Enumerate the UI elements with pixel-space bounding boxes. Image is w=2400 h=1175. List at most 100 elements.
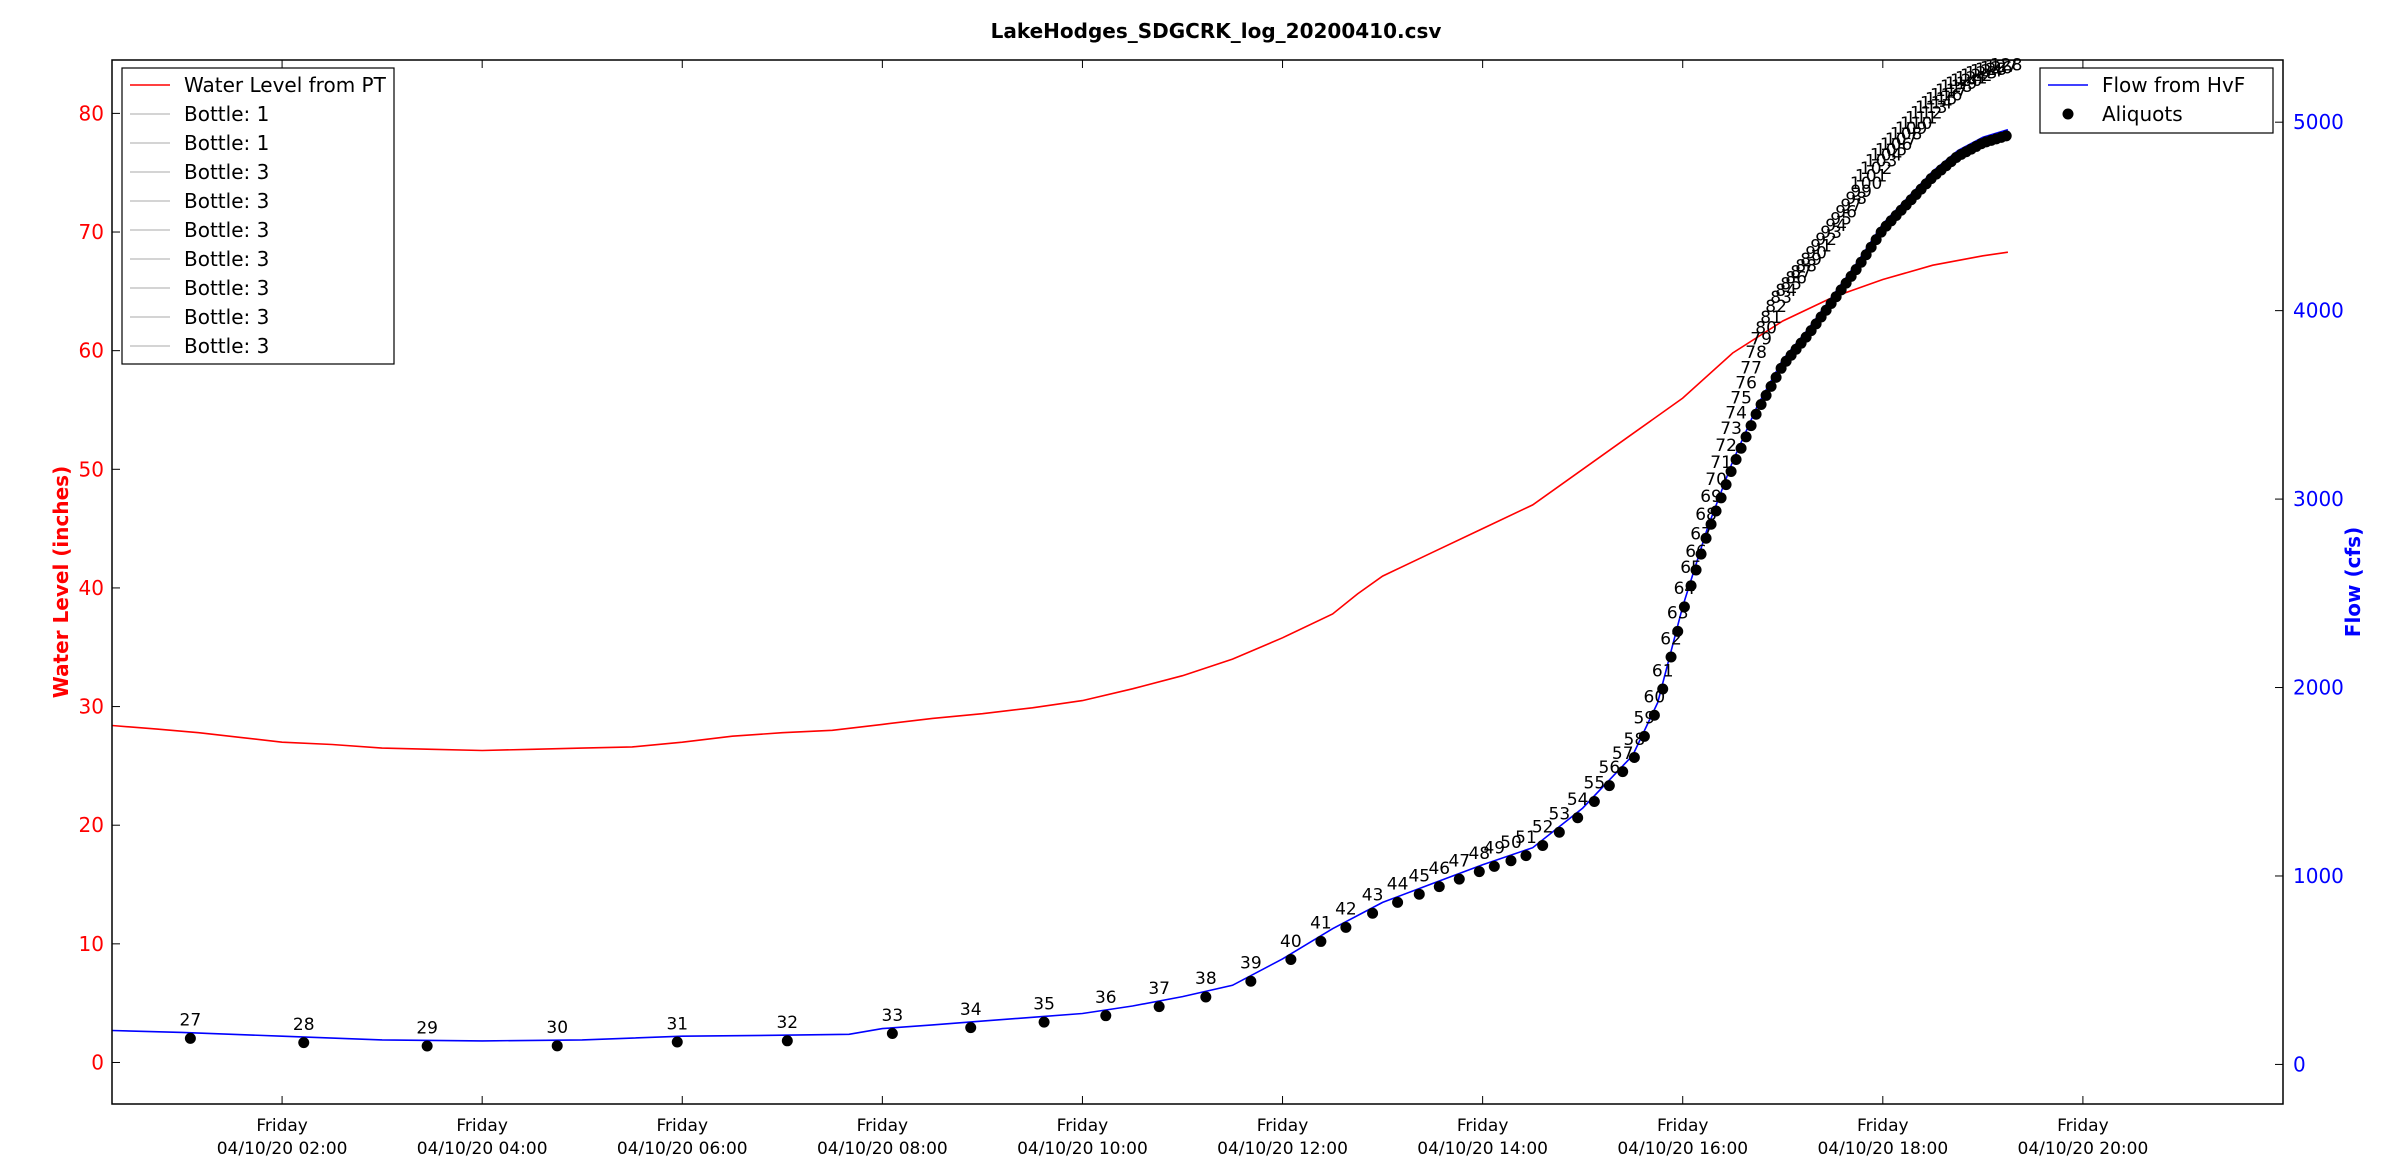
y-right-tick-label: 3000 [2293,487,2344,511]
x-tick-day: Friday [456,1116,508,1136]
aliquot-label: 51 [1515,828,1537,848]
aliquot-marker [1537,839,1549,851]
aliquot-label: 119 [1945,74,1977,94]
x-tick-day: Friday [2057,1116,2109,1136]
y-right-tick-label: 5000 [2293,110,2344,134]
aliquot-marker [1038,1016,1050,1028]
aliquot-marker [1505,855,1517,867]
aliquot-marker [1245,975,1257,987]
aliquot-label: 87 [1790,263,1812,283]
aliquot-marker [1685,580,1697,592]
aliquot-label: 84 [1775,281,1797,301]
aliquot-label: 112 [1910,103,1942,123]
aliquot-label: 103 [1865,152,1897,172]
aliquot-label: 44 [1387,875,1409,895]
x-tick-date: 04/10/20 12:00 [1217,1139,1348,1159]
plot-frame [111,59,2284,1105]
aliquot-marker [1755,398,1767,410]
aliquot-label: 81 [1760,308,1782,328]
aliquot-label: 56 [1599,758,1621,778]
aliquot-label: 110 [1900,114,1932,134]
aliquot-marker [1648,709,1660,721]
aliquot-marker [1340,921,1352,933]
aliquot-marker [886,1028,898,1040]
y-left-tick-label: 50 [79,457,104,481]
aliquot-marker [1100,1010,1112,1022]
aliquot-marker [1725,465,1737,477]
legend-left-label: Bottle: 3 [184,189,269,213]
aliquot-marker [1433,881,1445,893]
aliquot-label: 48 [1468,844,1490,864]
aliquot-label: 108 [1890,124,1922,144]
x-tick-date: 04/10/20 20:00 [2018,1139,2149,1159]
aliquot-label: 91 [1810,237,1832,257]
x-tick-date: 04/10/20 16:00 [1617,1139,1748,1159]
aliquot-label: 78 [1745,343,1767,363]
aliquot-label: 57 [1612,744,1634,764]
aliquot-marker [1720,479,1732,491]
x-tick-day: Friday [1057,1116,1109,1136]
x-tick-day: Friday [1857,1116,1909,1136]
aliquot-label: 93 [1820,223,1842,243]
x-tick-date: 04/10/20 08:00 [817,1139,948,1159]
aliquot-label: 53 [1549,805,1571,825]
y-left-tick-label: 20 [79,813,104,837]
y-right-tick-label: 1000 [2293,864,2344,888]
aliquot-label: 45 [1408,866,1430,886]
aliquot-label: 82 [1765,297,1787,317]
aliquot-label: 27 [180,1011,202,1031]
aliquot-label: 100 [1850,174,1882,194]
aliquot-label: 54 [1567,790,1589,810]
legend-left-label: Bottle: 3 [184,334,269,358]
aliquot-label: 72 [1715,436,1737,456]
aliquot-label: 109 [1895,119,1927,139]
aliquot-marker [1285,954,1297,966]
aliquot-label: 83 [1770,288,1792,308]
aliquot-label: 55 [1584,774,1606,794]
aliquot-label: 127 [1985,57,2017,77]
aliquot-marker [1672,625,1684,637]
aliquot-marker [1750,408,1762,420]
legend-left-label: Bottle: 3 [184,247,269,271]
aliquot-label: 29 [416,1018,438,1038]
aliquot-label: 75 [1730,388,1752,408]
y-right-tick-label: 0 [2293,1052,2306,1076]
y-axis-left-label: Water Level (inches) [49,466,73,698]
aliquot-marker [1770,371,1782,383]
aliquot-marker [1638,730,1650,742]
y-left-tick-label: 0 [91,1050,104,1074]
aliquot-marker [671,1036,683,1048]
aliquot-marker [781,1035,793,1047]
aliquot-label: 34 [960,1000,982,1020]
aliquot-marker [1665,651,1677,663]
x-tick-date: 04/10/20 02:00 [217,1139,348,1159]
aliquot-marker [1690,564,1702,576]
legend-left-frame [121,67,395,365]
legend-left-label: Bottle: 3 [184,218,269,242]
aliquot-label: 52 [1532,818,1554,838]
aliquot-label: 125 [1975,60,2007,80]
aliquot-label: 120 [1950,71,1982,91]
aliquot-marker [551,1040,563,1052]
aliquot-label: 98 [1845,189,1867,209]
aliquot-label: 123 [1965,63,1997,83]
x-tick-date: 04/10/20 06:00 [617,1139,748,1159]
aliquot-marker [1413,888,1425,900]
y-left-tick-label: 30 [79,695,104,719]
aliquot-label: 97 [1840,196,1862,216]
aliquot-marker [1705,518,1717,530]
aliquot-label: 126 [1980,58,2012,78]
x-tick-date: 04/10/20 14:00 [1417,1139,1548,1159]
aliquot-marker [1572,812,1584,824]
aliquot-label: 39 [1240,954,1262,974]
aliquot-label: 101 [1855,167,1887,187]
x-tick-day: Friday [1457,1116,1509,1136]
aliquot-label: 117 [1935,81,1967,101]
aliquot-marker [184,1032,196,1044]
y-right-tick-label: 2000 [2293,676,2344,700]
legend-right-frame [2039,67,2274,134]
aliquot-marker [1710,505,1722,517]
aliquot-label: 35 [1033,994,1055,1014]
aliquot-marker [1553,826,1565,838]
